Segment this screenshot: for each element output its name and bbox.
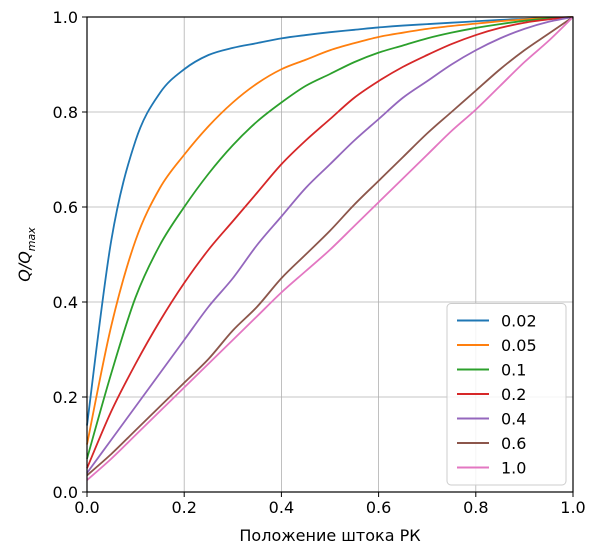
plot-frame	[86, 16, 574, 493]
legend-item-0.1: 0.1	[457, 361, 526, 380]
y-tick-label: 1.0	[53, 8, 78, 27]
legend-label: 0.4	[501, 410, 526, 429]
legend-label: 0.2	[501, 385, 526, 404]
legend-item-0.4: 0.4	[457, 410, 526, 429]
x-tick-label: 0.0	[74, 498, 99, 517]
legend-item-1.0: 1.0	[457, 459, 526, 478]
x-tick-label: 0.2	[171, 498, 196, 517]
series-line-0.1	[86, 16, 574, 459]
legend-label: 0.6	[501, 434, 526, 453]
series-lines	[86, 16, 574, 481]
series-line-0.4	[86, 16, 574, 474]
legend-label: 0.05	[501, 336, 537, 355]
y-axis-label-main: Q/Q	[15, 251, 34, 282]
series-line-0.02	[86, 16, 574, 426]
legend-item-0.02: 0.02	[457, 312, 537, 331]
legend: 0.02 0.05 0.1 0.2 0.4 0.6 1.0	[446, 303, 567, 486]
x-tick-label: 0.4	[269, 498, 294, 517]
y-tick-label: 0.2	[53, 388, 78, 407]
legend-item-0.05: 0.05	[457, 336, 537, 355]
x-tick-label: 1.0	[560, 498, 585, 517]
series-line-0.05	[86, 16, 574, 445]
legend-box	[446, 303, 567, 486]
x-axis-label: Положение штока РК	[239, 526, 421, 545]
y-tick-label: 0.4	[53, 293, 78, 312]
series-line-0.2	[86, 16, 574, 469]
x-tick-label: 0.6	[366, 498, 391, 517]
legend-label: 0.1	[501, 361, 526, 380]
y-axis-label: Q/Qmax	[15, 227, 38, 282]
series-line-0.6	[86, 16, 574, 477]
legend-label: 1.0	[501, 459, 526, 478]
y-tick-label: 0.6	[53, 198, 78, 217]
legend-item-0.6: 0.6	[457, 434, 526, 453]
legend-item-0.2: 0.2	[457, 385, 526, 404]
axis-ticks: 0.0 0.2 0.4 0.6 0.8 1.0 0.0 0.2 0.4 0.6 0.8 1.0	[53, 8, 586, 517]
x-tick-label: 0.8	[463, 498, 488, 517]
y-tick-label: 0.0	[53, 483, 78, 502]
legend-label: 0.02	[501, 312, 537, 331]
series-line-1.0	[86, 16, 574, 481]
y-tick-label: 0.8	[53, 103, 78, 122]
y-axis-label-sub: max	[25, 227, 38, 251]
